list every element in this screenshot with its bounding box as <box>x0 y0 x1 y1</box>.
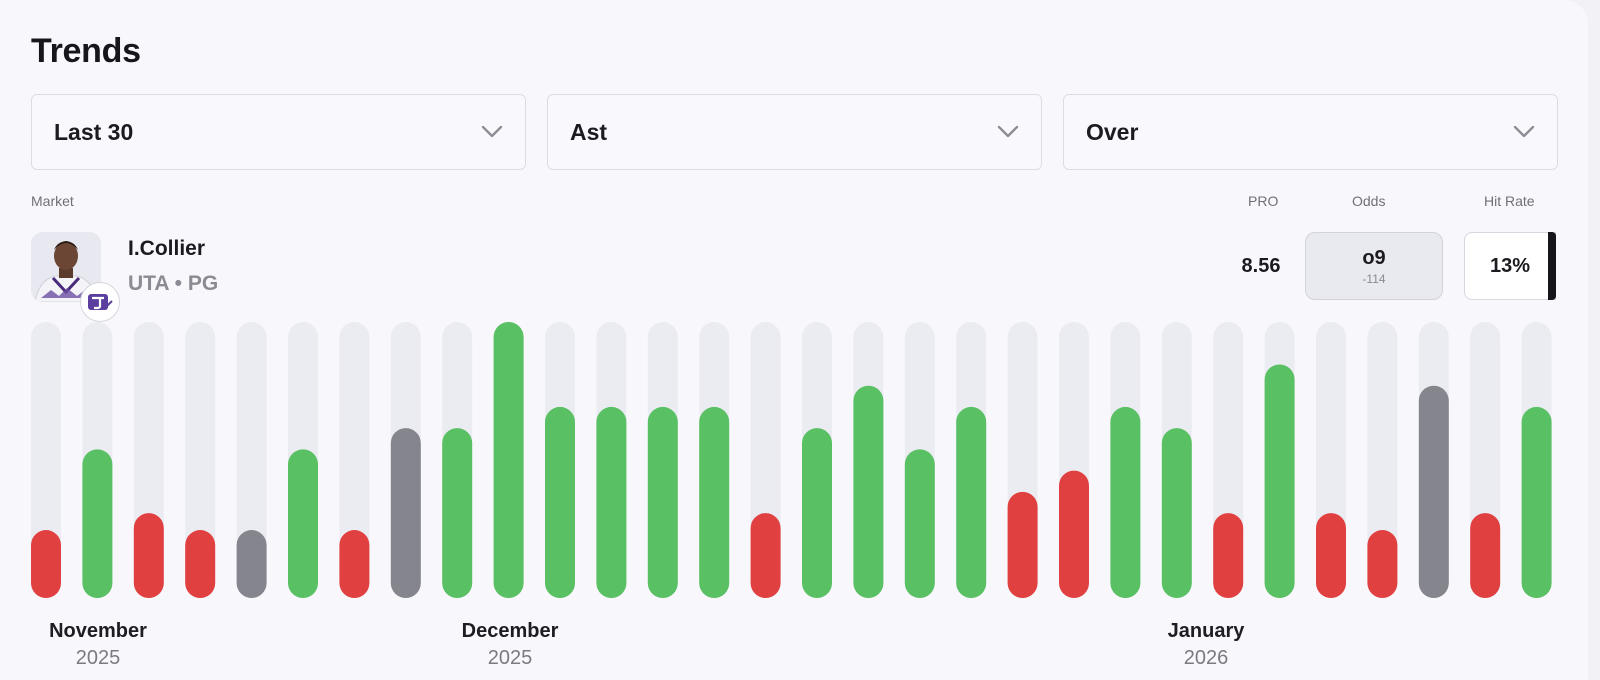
range-dropdown[interactable]: Last 30 <box>31 94 526 170</box>
game-bar-8[interactable] <box>390 428 421 598</box>
range-dropdown-label: Last 30 <box>54 118 134 145</box>
stat-dropdown[interactable]: Ast <box>547 94 1042 170</box>
pro-value: 8.56 <box>1241 255 1281 277</box>
game-bar-26[interactable] <box>1316 513 1346 598</box>
team-logo-icon <box>80 282 120 322</box>
game-bar-2[interactable] <box>82 449 113 598</box>
game-bar-25[interactable] <box>1264 364 1295 598</box>
game-bar-29[interactable] <box>1470 513 1501 598</box>
game-bar-5[interactable] <box>236 530 267 598</box>
bar-track <box>31 322 61 598</box>
game-bar-11[interactable] <box>545 406 575 598</box>
odds-price: -114 <box>1362 271 1386 286</box>
game-bar-27[interactable] <box>1367 530 1398 598</box>
player-photo-icon <box>31 232 101 302</box>
hit-rate-column-header: Hit Rate <box>1484 193 1535 209</box>
side-dropdown[interactable]: Over <box>1063 94 1558 170</box>
game-bar-1[interactable] <box>31 530 61 598</box>
game-bar-7[interactable] <box>339 530 370 598</box>
game-bar-19[interactable] <box>956 406 987 598</box>
game-bar-16[interactable] <box>802 428 832 598</box>
game-bar-28[interactable] <box>1418 385 1449 598</box>
game-bar-4[interactable] <box>185 530 216 598</box>
game-bar-10[interactable] <box>493 322 524 598</box>
game-bar-18[interactable] <box>904 449 935 598</box>
game-bar-3[interactable] <box>133 513 164 598</box>
player-name[interactable]: I.Collier <box>128 237 206 260</box>
bar-track <box>236 322 267 598</box>
chevron-down-icon <box>481 125 503 138</box>
odds-line: o9 <box>1362 246 1386 269</box>
odds-column-header: Odds <box>1352 193 1386 209</box>
bar-track <box>339 322 370 598</box>
month-label-january: January 2026 <box>1167 620 1245 669</box>
player-avatar[interactable] <box>31 232 101 302</box>
game-bar-23[interactable] <box>1161 428 1192 598</box>
side-dropdown-label: Over <box>1086 118 1139 145</box>
game-bar-13[interactable] <box>647 406 678 598</box>
market-column-header: Market <box>31 193 74 209</box>
game-bar-24[interactable] <box>1213 513 1244 598</box>
game-bar-17[interactable] <box>853 385 884 598</box>
chevron-down-icon <box>1513 125 1535 138</box>
hit-rate-box: 13% <box>1464 232 1556 300</box>
game-bar-30[interactable] <box>1521 406 1552 598</box>
game-bar-20[interactable] <box>1007 491 1038 598</box>
month-label-december: December 2025 <box>461 620 559 669</box>
page-title: Trends <box>31 32 141 70</box>
game-bar-21[interactable] <box>1059 470 1089 598</box>
chevron-down-icon <box>997 125 1019 138</box>
bar-track <box>185 322 216 598</box>
game-bar-15[interactable] <box>750 513 781 598</box>
player-team-position: UTA • PG <box>128 272 219 295</box>
bar-track <box>1367 322 1398 598</box>
game-bar-6[interactable] <box>288 449 318 598</box>
hit-rate-indicator <box>1548 232 1556 300</box>
month-label-november: November 2025 <box>49 620 147 669</box>
hit-rate-value: 13% <box>1489 254 1531 277</box>
stat-dropdown-label: Ast <box>570 118 608 145</box>
game-bar-9[interactable] <box>442 428 473 598</box>
game-bar-22[interactable] <box>1110 406 1141 598</box>
pro-column-header: PRO <box>1248 193 1279 209</box>
game-bar-12[interactable] <box>596 406 627 598</box>
game-bar-14[interactable] <box>699 406 730 598</box>
odds-button[interactable]: o9 -114 <box>1305 232 1443 300</box>
